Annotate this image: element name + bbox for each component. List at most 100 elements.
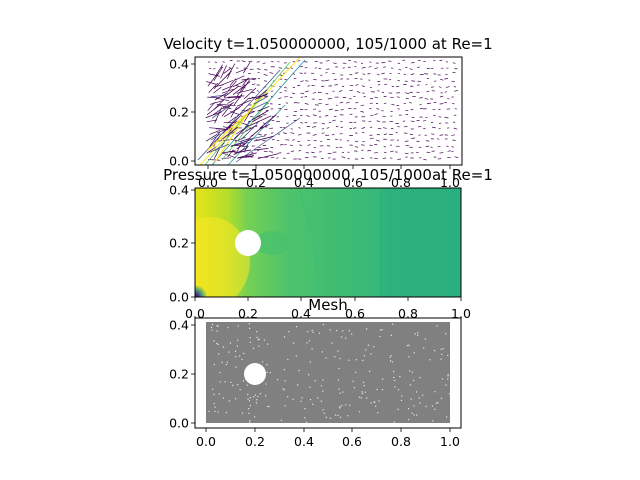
mesh-speck — [377, 412, 379, 414]
mesh-speck — [437, 401, 439, 404]
mesh-speck — [411, 371, 414, 373]
mesh-speck — [213, 363, 215, 366]
pressure-low-zone — [195, 248, 245, 297]
velocity-arrow — [423, 158, 427, 161]
velocity-arrow — [383, 133, 388, 135]
mesh-speck — [237, 339, 239, 341]
mesh-speck — [292, 398, 294, 400]
mesh-speck — [309, 386, 311, 388]
mesh-speck — [213, 393, 215, 395]
velocity-arrow — [254, 93, 268, 100]
mesh-speck — [217, 411, 219, 413]
mesh-speck — [322, 409, 324, 411]
velocity-arrow — [298, 150, 301, 152]
velocity-arrow — [318, 102, 322, 105]
velocity-arrow — [325, 114, 329, 117]
velocity-arrow — [228, 67, 232, 69]
velocity-arrows — [197, 57, 459, 165]
velocity-arrow — [438, 108, 441, 111]
mesh-speck — [280, 419, 282, 421]
mesh-speck — [322, 379, 324, 381]
mesh-speck — [329, 329, 331, 331]
velocity-arrow — [205, 134, 218, 142]
mesh-speck — [258, 345, 260, 347]
velocity-arrow — [331, 133, 335, 136]
mesh-speck — [249, 327, 251, 329]
velocity-arrow — [299, 144, 302, 146]
mesh-speck — [423, 347, 425, 349]
velocity-arrow — [236, 99, 251, 107]
mesh-speck — [447, 354, 449, 357]
mesh-speck — [301, 397, 303, 399]
velocity-arrow — [340, 109, 344, 111]
velocity-arrow — [210, 133, 221, 141]
mesh-speck — [434, 349, 436, 352]
velocity-arrow — [300, 80, 304, 82]
x-tick-label: 0.2 — [238, 306, 258, 321]
x-tick-label: 0.2 — [245, 434, 265, 449]
velocity-arrow — [304, 96, 308, 98]
mesh-speck — [411, 412, 413, 414]
mesh-speck — [311, 348, 313, 350]
mesh-speck — [323, 412, 325, 414]
mesh-speck — [355, 371, 357, 373]
velocity-arrow — [410, 73, 415, 75]
velocity-arrow — [304, 102, 309, 105]
x-tick-label: 0.2 — [246, 175, 266, 190]
mesh-speck — [216, 325, 218, 327]
velocity-arrow — [433, 115, 436, 117]
mesh-speck — [358, 396, 361, 398]
velocity-arrow — [349, 128, 353, 130]
x-tick-label: 1.0 — [440, 434, 460, 449]
mesh-speck — [287, 396, 289, 398]
mesh-fill — [206, 322, 450, 423]
velocity-arrow — [426, 151, 431, 154]
velocity-arrow — [349, 121, 353, 123]
velocity-arrow — [381, 61, 386, 64]
velocity-arrow — [221, 103, 233, 117]
mesh-speck — [230, 381, 232, 383]
velocity-arrow — [369, 137, 374, 140]
mesh-speck — [348, 330, 351, 332]
x-tick-label: 0.6 — [343, 175, 363, 190]
mesh-speck — [239, 355, 241, 357]
mesh-speck — [226, 361, 228, 363]
velocity-arrow — [346, 101, 350, 104]
mesh-speck — [317, 397, 319, 399]
velocity-arrow — [374, 113, 378, 116]
velocity-arrow — [409, 133, 413, 135]
mesh-speck — [422, 394, 424, 396]
velocity-arrow — [306, 115, 310, 117]
mesh-speck — [320, 385, 323, 387]
mesh-speck — [228, 351, 230, 353]
velocity-arrow — [381, 91, 385, 94]
velocity-arrow — [376, 134, 380, 136]
velocity-arrow — [230, 106, 238, 118]
velocity-arrow — [216, 103, 232, 110]
velocity-arrow — [361, 127, 366, 129]
mesh-speck — [243, 352, 245, 354]
velocity-arrow — [377, 90, 380, 92]
mesh-speck — [318, 332, 321, 334]
velocity-arrow — [325, 93, 329, 95]
velocity-arrow — [335, 138, 338, 141]
velocity-arrow — [293, 102, 298, 104]
velocity-arrow — [277, 152, 282, 154]
x-tick-label: 0.0 — [198, 175, 218, 190]
velocity-arrow — [451, 146, 454, 148]
velocity-arrow — [312, 114, 317, 117]
velocity-arrow — [269, 72, 274, 74]
mesh-speck — [284, 405, 286, 407]
mesh-speck — [334, 355, 336, 358]
velocity-arrow — [361, 66, 366, 69]
velocity-arrow — [230, 139, 251, 147]
mesh-speck — [263, 339, 265, 341]
velocity-arrow — [311, 126, 317, 128]
mesh-speck — [239, 389, 241, 391]
velocity-arrow — [213, 70, 232, 90]
velocity-arrow — [334, 109, 339, 112]
mesh-speck — [374, 401, 376, 403]
velocity-arrow — [221, 150, 236, 154]
mesh-speck — [266, 343, 269, 345]
